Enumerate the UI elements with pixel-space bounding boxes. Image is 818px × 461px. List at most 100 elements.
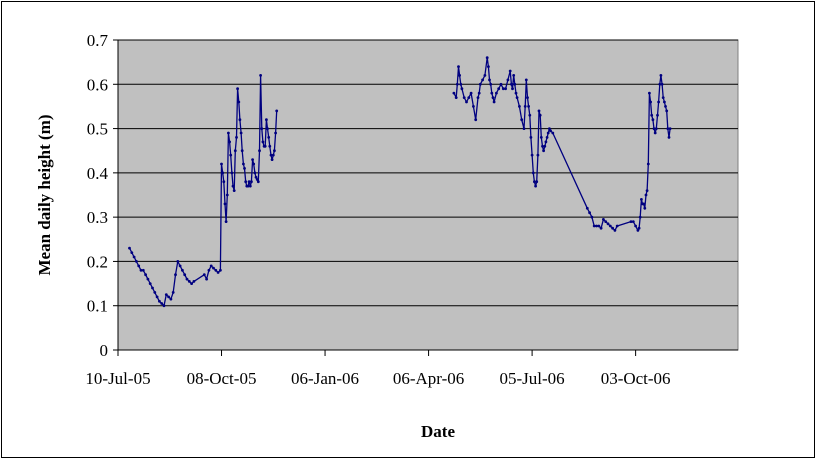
data-point	[629, 220, 633, 224]
data-point	[248, 184, 252, 188]
data-point	[235, 136, 238, 139]
data-point	[252, 162, 256, 166]
data-point	[190, 282, 194, 285]
data-point	[527, 105, 530, 108]
data-point	[541, 144, 544, 148]
data-point	[185, 277, 189, 281]
data-point	[169, 297, 173, 301]
data-point	[497, 87, 501, 91]
y-axis-title: Mean daily height (m)	[35, 114, 54, 275]
data-point	[246, 184, 250, 188]
x-tick-label: 08-Oct-05	[187, 369, 257, 388]
data-point	[137, 264, 141, 268]
data-point	[528, 113, 532, 117]
data-point	[665, 109, 669, 113]
data-point	[599, 226, 603, 230]
data-point	[174, 273, 177, 277]
data-point	[267, 136, 271, 139]
data-point	[611, 226, 614, 230]
data-point	[270, 158, 274, 162]
data-point	[243, 167, 246, 170]
data-point	[501, 87, 505, 91]
data-point	[251, 158, 255, 162]
data-point	[481, 78, 484, 82]
data-point	[452, 91, 456, 95]
data-point	[460, 87, 464, 91]
x-tick-label: 06-Jan-06	[291, 369, 359, 388]
data-point	[640, 198, 643, 201]
data-point	[153, 291, 157, 294]
data-point	[535, 180, 539, 184]
y-tick-label: 0.5	[87, 120, 108, 139]
data-point	[167, 295, 171, 299]
data-point	[141, 268, 145, 272]
data-point	[474, 118, 478, 122]
data-point	[263, 144, 267, 148]
data-point	[139, 268, 143, 272]
series-group	[128, 56, 672, 308]
data-point	[162, 304, 166, 308]
x-axis-ticks: 10-Jul-05 08-Oct-05 06-Jan-06 06-Apr-06 05-J…	[85, 350, 671, 388]
data-point	[214, 268, 218, 272]
data-point	[469, 91, 473, 95]
data-point	[664, 105, 667, 108]
data-point	[661, 96, 665, 99]
data-point	[520, 118, 524, 122]
data-point	[524, 78, 528, 82]
data-point	[462, 96, 466, 99]
x-tick-label: 10-Jul-05	[85, 369, 150, 388]
data-point	[537, 109, 541, 113]
data-point	[216, 271, 220, 274]
data-point	[506, 78, 510, 82]
data-point	[636, 229, 640, 232]
data-point	[151, 286, 154, 290]
data-point	[533, 180, 536, 184]
data-point	[238, 118, 242, 122]
data-point	[454, 96, 458, 99]
data-point	[146, 277, 150, 281]
gridlines	[118, 39, 738, 307]
data-point	[592, 224, 596, 228]
y-tick-label: 0	[100, 341, 109, 360]
data-point	[544, 140, 548, 144]
data-point	[259, 74, 262, 77]
data-point	[490, 91, 494, 95]
data-point	[514, 91, 518, 95]
data-point	[606, 222, 610, 226]
y-tick-label: 0.3	[87, 208, 108, 227]
data-point	[477, 91, 481, 95]
data-point	[192, 280, 196, 283]
y-tick-label: 0.6	[87, 75, 108, 94]
data-point	[265, 118, 268, 122]
data-point	[239, 131, 243, 135]
data-point	[271, 153, 275, 157]
data-point	[513, 82, 517, 86]
data-point	[158, 299, 161, 303]
data-point	[667, 136, 671, 139]
data-point	[207, 268, 211, 272]
data-point	[260, 127, 264, 130]
data-point	[135, 260, 138, 263]
data-point	[227, 131, 230, 135]
y-tick-label: 0.4	[87, 164, 109, 183]
y-tick-label: 0.2	[87, 252, 108, 271]
data-point	[546, 131, 550, 135]
data-point	[634, 224, 637, 228]
data-point	[155, 295, 159, 299]
data-point	[631, 220, 635, 224]
y-axis-ticks: 0 0.1 0.2 0.3 0.4 0.5 0.6 0.7	[87, 31, 118, 360]
data-point	[250, 180, 253, 184]
data-point	[543, 144, 547, 148]
data-point	[244, 180, 248, 184]
data-point	[181, 268, 184, 272]
data-point	[274, 131, 277, 135]
data-point	[223, 202, 227, 206]
data-point	[652, 127, 656, 130]
data-point	[608, 224, 612, 228]
data-point	[595, 224, 598, 228]
data-point	[491, 96, 495, 99]
data-point	[649, 100, 652, 104]
data-point	[518, 105, 521, 108]
x-tick-label: 03-Oct-06	[601, 369, 671, 388]
